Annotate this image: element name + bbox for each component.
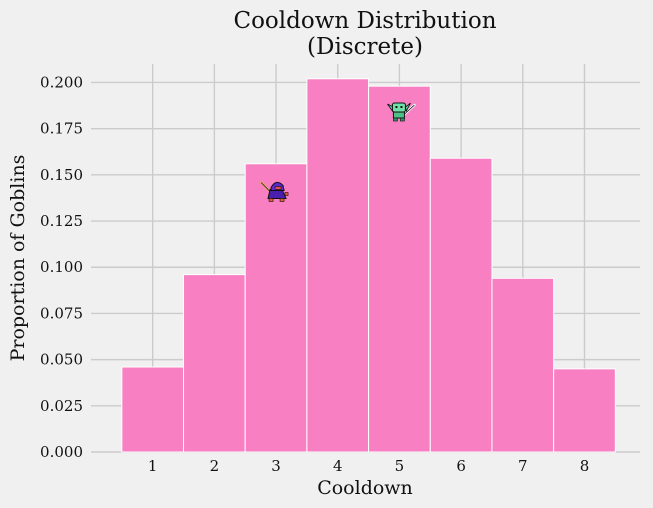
bar-cooldown-6 [429,157,493,453]
bar-cooldown-3 [244,163,308,453]
y-tick-label: 0.100 [40,258,83,276]
bar-cooldown-8 [553,368,616,453]
x-tick-label: 4 [333,457,343,475]
chart-title-line-2: (Discrete) [307,34,423,60]
y-axis-label: Proportion of Goblins [7,155,29,362]
y-tick-label: 0.025 [40,397,83,415]
x-tick-label: 2 [210,457,220,475]
y-tick-label: 0.200 [40,73,83,91]
green-goblin-icon [387,102,416,122]
y-tick-label: 0.175 [40,120,83,138]
bar-cooldown-2 [183,274,246,453]
y-tick-label: 0.125 [40,212,83,230]
bar-cooldown-5 [368,85,431,453]
y-tick-label: 0.150 [40,166,83,184]
bar-cooldown-1 [121,366,185,453]
goblin-icons [259,102,416,202]
purple-goblin-icon [259,181,289,202]
y-tick-label: 0.050 [40,351,83,369]
tick-labels: 0.000 0.025 0.050 0.075 0.100 0.125 0.150 0.175… [40,73,589,475]
x-tick-label: 5 [395,457,405,475]
x-tick-label: 3 [271,457,281,475]
y-tick-label: 0.000 [40,443,83,461]
histogram-bars [121,78,616,453]
x-axis-label: Cooldown [317,477,413,499]
chart-title-line-1: Cooldown Distribution [233,8,496,34]
bar-cooldown-4 [306,78,370,453]
bar-cooldown-7 [491,277,555,453]
x-tick-label: 8 [580,457,590,475]
x-tick-label: 6 [456,457,466,475]
x-tick-label: 1 [148,457,158,475]
y-tick-label: 0.075 [40,304,83,322]
x-tick-label: 7 [518,457,528,475]
